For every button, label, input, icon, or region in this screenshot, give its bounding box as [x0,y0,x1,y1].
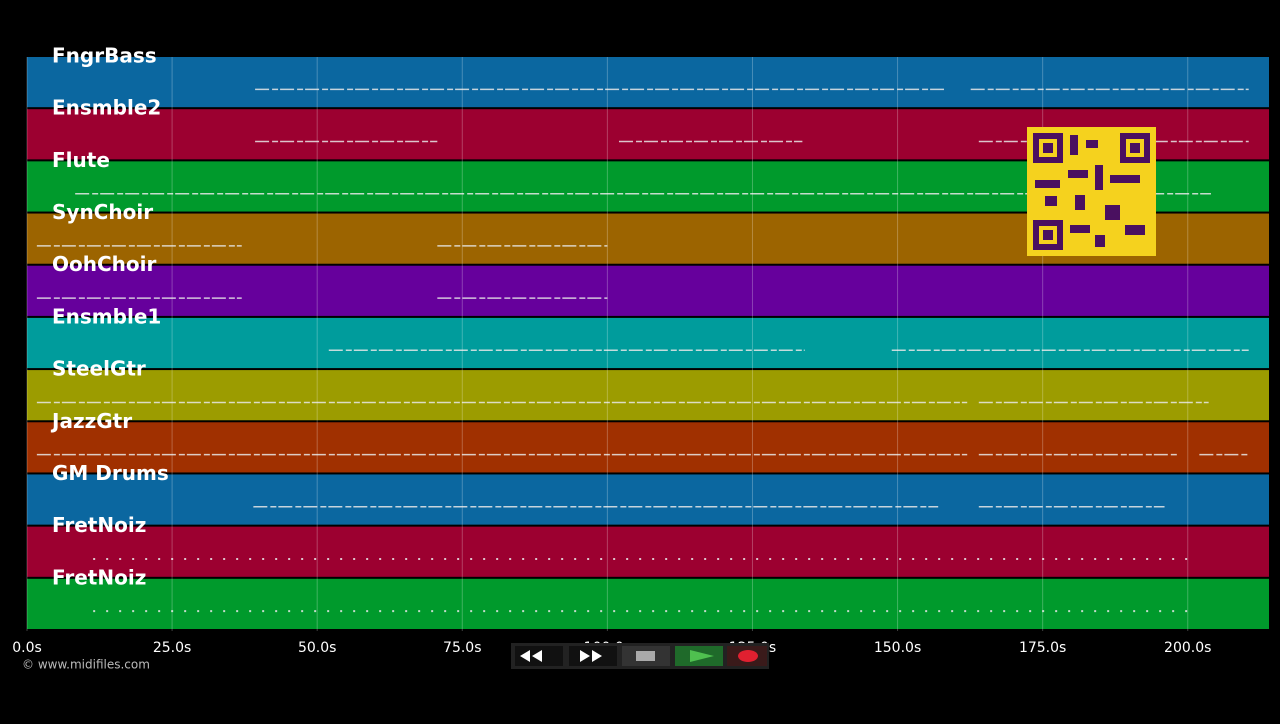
credit: © www.midifiles.com [22,658,150,672]
track-lane [27,57,1269,108]
x-tick-label: 0.0s [12,640,42,656]
track-lane [27,422,1269,473]
forward-button[interactable] [569,646,617,666]
track-name: FretNoiz [52,565,146,589]
track-lane [27,474,1269,525]
track-name: Flute [52,148,110,172]
track-name: SteelGtr [52,357,146,381]
x-tick-label: 150.0s [874,640,921,656]
track-lane [27,526,1269,577]
record-button[interactable] [727,646,767,666]
track-name: JazzGtr [50,409,132,433]
track-lane [27,265,1269,316]
tracks: FngrBass Ensmble2 Flute SynChoir OohChoir Ens… [27,44,1269,629]
rewind-button[interactable] [515,646,563,666]
x-tick-label: 175.0s [1019,640,1066,656]
x-tick-label: 75.0s [443,640,481,656]
stop-button[interactable] [622,646,670,666]
track-name: FngrBass [52,44,157,68]
track-lane [27,370,1269,421]
track-lane [27,578,1269,629]
track-lane [27,317,1269,369]
x-tick-label: 200.0s [1164,640,1211,656]
track-name: Ensmble2 [52,96,161,120]
track-name: OohChoir [52,252,156,276]
x-tick-label: 50.0s [298,640,336,656]
track-name: Ensmble1 [52,304,161,328]
x-tick-label: 25.0s [153,640,191,656]
transport-controls [511,643,769,669]
qr-code [1027,127,1156,256]
track-name: GM Drums [52,461,169,485]
play-button[interactable] [675,646,723,666]
track-name: FretNoiz [52,513,146,537]
track-name: SynChoir [52,200,153,224]
